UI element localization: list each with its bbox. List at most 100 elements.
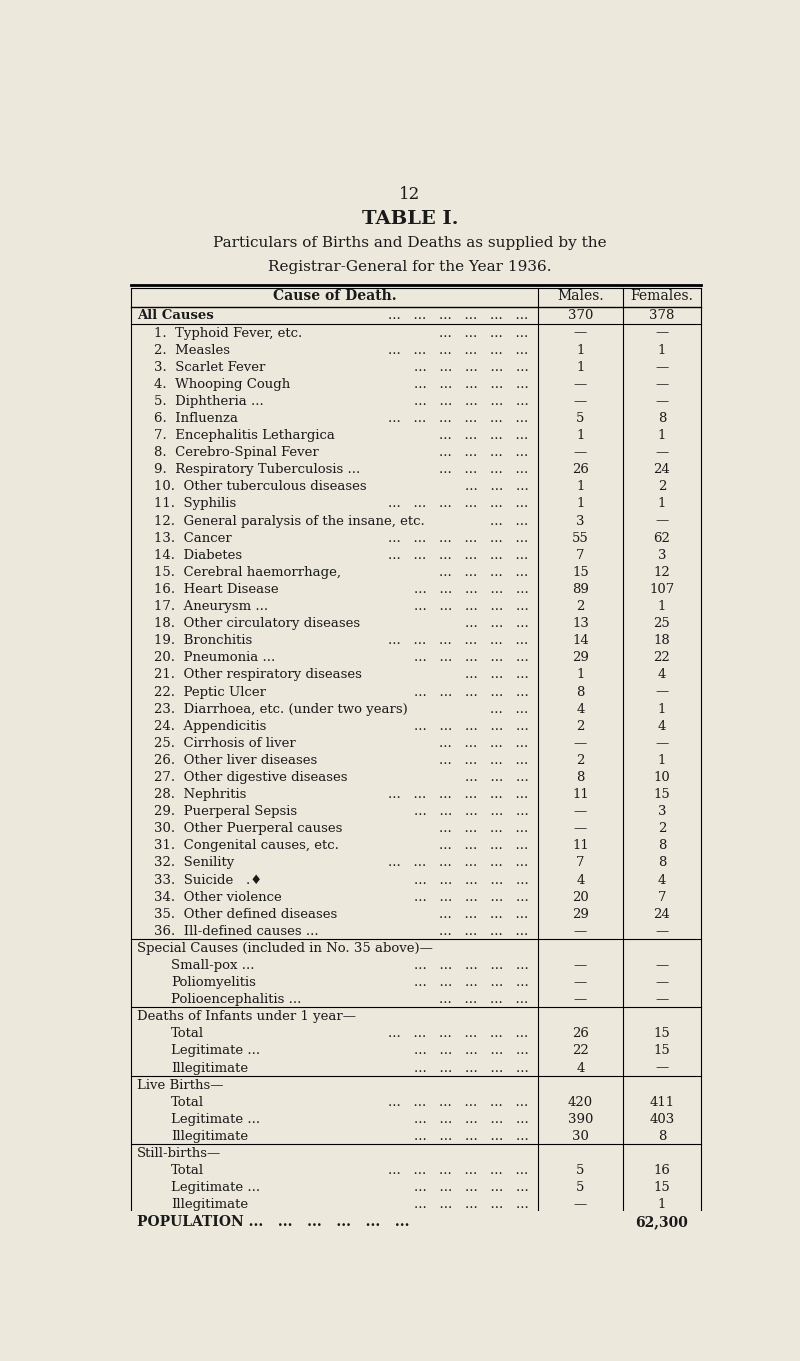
Text: 12: 12 [654,566,670,578]
Text: ...   ...   ...: ... ... ... [465,617,529,630]
Text: ...   ...   ...   ...   ...: ... ... ... ... ... [414,1198,529,1211]
Text: 1: 1 [576,361,585,374]
Text: ...   ...   ...   ...: ... ... ... ... [439,446,529,459]
Text: 2: 2 [658,480,666,494]
Text: 8: 8 [576,770,585,784]
Text: Still-births—: Still-births— [138,1147,222,1160]
Text: —: — [574,446,587,459]
Text: 1: 1 [658,343,666,357]
Text: 36.  Ill-defined causes ...: 36. Ill-defined causes ... [154,925,319,938]
Text: 25.  Cirrhosis of liver: 25. Cirrhosis of liver [154,736,296,750]
Text: 20: 20 [572,890,589,904]
Text: Legitimate ...: Legitimate ... [171,1181,261,1194]
Text: ...   ...   ...   ...: ... ... ... ... [439,754,529,766]
Text: Legitimate ...: Legitimate ... [171,1044,261,1057]
Text: Total: Total [171,1164,205,1177]
Text: Small-pox ...: Small-pox ... [171,960,254,972]
Text: ...   ...   ...   ...   ...   ...: ... ... ... ... ... ... [388,532,529,544]
Text: 33.  Suicide   .♦: 33. Suicide .♦ [154,874,262,886]
Text: ...   ...   ...   ...: ... ... ... ... [439,840,529,852]
Text: 13.  Cancer: 13. Cancer [154,532,232,544]
Text: —: — [655,976,669,989]
Text: 8.  Cerebro-Spinal Fever: 8. Cerebro-Spinal Fever [154,446,319,459]
Text: —: — [655,1062,669,1075]
Text: 15: 15 [654,788,670,802]
Text: 2.  Measles: 2. Measles [154,343,230,357]
Text: 23.  Diarrhoea, etc. (under two years): 23. Diarrhoea, etc. (under two years) [154,702,408,716]
Text: Special Causes (included in No. 35 above)—: Special Causes (included in No. 35 above… [138,942,433,955]
Text: ...   ...   ...   ...   ...: ... ... ... ... ... [414,976,529,989]
Text: 3: 3 [576,514,585,528]
Text: 24: 24 [654,463,670,476]
Text: 5: 5 [576,412,585,425]
Text: ...   ...   ...   ...: ... ... ... ... [439,925,529,938]
Text: —: — [574,806,587,818]
Text: ...   ...   ...   ...   ...   ...: ... ... ... ... ... ... [388,788,529,802]
Text: 9.  Respiratory Tuberculosis ...: 9. Respiratory Tuberculosis ... [154,463,361,476]
Text: 21.  Other respiratory diseases: 21. Other respiratory diseases [154,668,362,682]
Text: ...   ...   ...   ...: ... ... ... ... [439,566,529,578]
Text: —: — [574,822,587,836]
Text: 6.  Influenza: 6. Influenza [154,412,238,425]
Text: 55: 55 [572,532,589,544]
Text: Deaths of Infants under 1 year—: Deaths of Infants under 1 year— [138,1010,356,1023]
Text: ...   ...   ...   ...   ...   ...: ... ... ... ... ... ... [388,634,529,648]
Text: 12.  General paralysis of the insane, etc.: 12. General paralysis of the insane, etc… [154,514,425,528]
Text: 16: 16 [654,1164,670,1177]
Text: 5: 5 [576,1164,585,1177]
Text: —: — [574,378,587,391]
Text: —: — [655,395,669,408]
Text: 18: 18 [654,634,670,648]
Text: 20.  Pneumonia ...: 20. Pneumonia ... [154,652,275,664]
Text: 4: 4 [658,720,666,732]
Text: 403: 403 [650,1113,674,1126]
Text: —: — [574,925,587,938]
Text: 14: 14 [572,634,589,648]
Text: 4: 4 [576,874,585,886]
Text: ...   ...   ...   ...   ...: ... ... ... ... ... [414,1044,529,1057]
Text: ...   ...   ...   ...   ...: ... ... ... ... ... [414,1062,529,1075]
Text: 7: 7 [576,548,585,562]
Text: 378: 378 [649,309,674,323]
Text: 4: 4 [576,1062,585,1075]
Text: ...   ...: ... ... [490,702,529,716]
Text: 1: 1 [658,600,666,612]
Text: —: — [655,960,669,972]
Text: ...   ...   ...   ...   ...: ... ... ... ... ... [414,806,529,818]
Text: Cause of Death.: Cause of Death. [273,289,396,304]
Text: 25: 25 [654,617,670,630]
Text: ...   ...   ...: ... ... ... [465,770,529,784]
Text: 22: 22 [572,1044,589,1057]
Text: ...   ...   ...   ...: ... ... ... ... [439,908,529,921]
Text: 24: 24 [654,908,670,921]
Text: 2: 2 [576,720,585,732]
Text: ...   ...   ...   ...   ...: ... ... ... ... ... [414,395,529,408]
Text: Males.: Males. [557,289,604,304]
Text: 4: 4 [658,668,666,682]
Text: —: — [655,446,669,459]
Text: —: — [655,378,669,391]
Text: 30.  Other Puerperal causes: 30. Other Puerperal causes [154,822,342,836]
Text: 1: 1 [576,429,585,442]
Text: 3: 3 [658,806,666,818]
Text: 11: 11 [572,788,589,802]
Text: 8: 8 [658,840,666,852]
Text: 29.  Puerperal Sepsis: 29. Puerperal Sepsis [154,806,298,818]
Text: 29: 29 [572,908,589,921]
Text: 4: 4 [658,874,666,886]
Text: 1: 1 [658,498,666,510]
Text: 7.  Encephalitis Lethargica: 7. Encephalitis Lethargica [154,429,335,442]
Text: —: — [574,994,587,1006]
Text: 26: 26 [572,1028,589,1040]
Text: 89: 89 [572,583,589,596]
Text: 30: 30 [572,1130,589,1143]
Text: ...   ...   ...   ...: ... ... ... ... [439,429,529,442]
Text: 26: 26 [572,463,589,476]
Text: ...   ...   ...   ...   ...: ... ... ... ... ... [414,720,529,732]
Text: ...   ...   ...   ...   ...: ... ... ... ... ... [414,378,529,391]
Text: 62,300: 62,300 [635,1215,688,1229]
Text: —: — [655,327,669,339]
Text: ...   ...   ...   ...   ...   ...: ... ... ... ... ... ... [388,548,529,562]
Text: ...   ...   ...   ...: ... ... ... ... [439,822,529,836]
Text: 15: 15 [654,1028,670,1040]
